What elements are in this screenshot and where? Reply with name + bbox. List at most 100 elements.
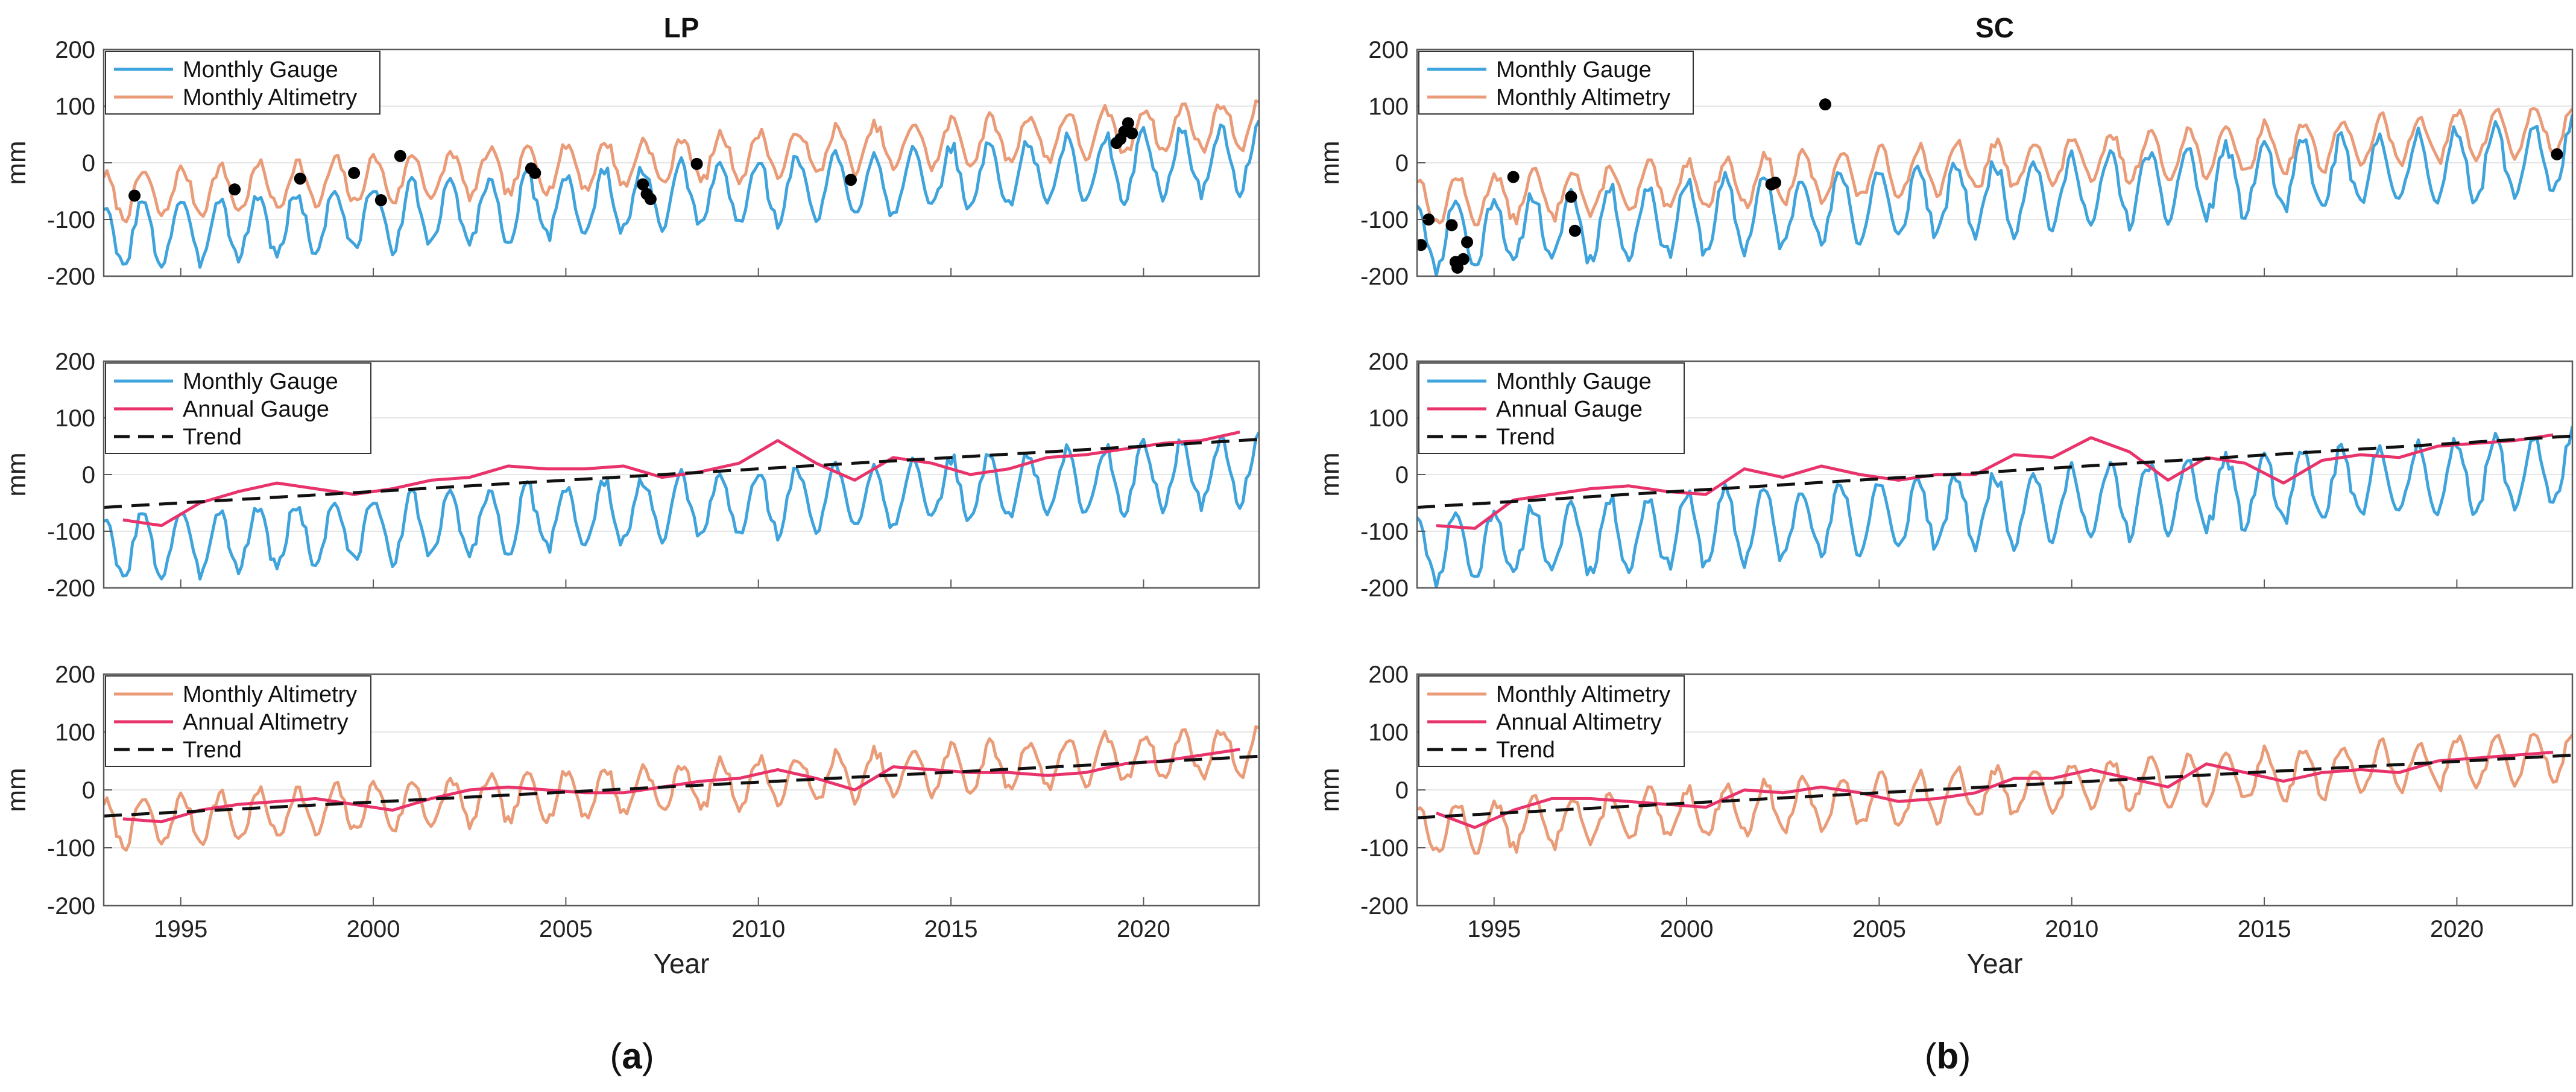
panel-b-label: (b) bbox=[1925, 1036, 1971, 1076]
series-annual-altimetry bbox=[1436, 751, 2554, 829]
y-tick-label: 200 bbox=[1368, 661, 1409, 688]
series-monthly-gauge bbox=[104, 431, 1259, 581]
legend-label: Monthly Gauge bbox=[183, 369, 338, 394]
x-axis-label: Year bbox=[1967, 948, 2023, 979]
legend-label: Annual Altimetry bbox=[183, 710, 349, 735]
chart-title: SC bbox=[1975, 12, 2014, 43]
data-point bbox=[348, 166, 361, 179]
chart-title: LP bbox=[664, 12, 699, 43]
series-monthly-altimetry bbox=[104, 725, 1259, 852]
legend-box bbox=[1418, 362, 1685, 454]
data-point bbox=[637, 178, 649, 191]
legend-label: Monthly Altimetry bbox=[1496, 682, 1670, 707]
y-tick-label: -100 bbox=[47, 207, 95, 233]
y-tick-label: 0 bbox=[82, 462, 95, 488]
y-tick-label: 0 bbox=[82, 150, 95, 177]
y-tick-label: -100 bbox=[47, 835, 95, 862]
x-tick-label: 1995 bbox=[154, 916, 207, 942]
legend-label: Monthly Gauge bbox=[1496, 369, 1652, 394]
y-tick-label: 100 bbox=[55, 405, 95, 432]
legend-box bbox=[105, 51, 380, 115]
data-point bbox=[1126, 127, 1138, 140]
data-point bbox=[1568, 224, 1581, 237]
series-monthly-altimetry bbox=[104, 99, 1259, 224]
plot-series bbox=[104, 99, 1259, 269]
y-tick-label: -100 bbox=[1360, 207, 1409, 233]
data-point bbox=[1417, 239, 1427, 251]
x-tick-label: 2000 bbox=[1660, 916, 1714, 942]
y-axis-label: mm bbox=[1315, 768, 1345, 812]
x-tick-label: 2010 bbox=[2045, 916, 2098, 942]
data-point bbox=[1565, 191, 1577, 203]
data-point bbox=[1445, 219, 1458, 232]
legend-box bbox=[1418, 51, 1694, 115]
y-tick-label: 0 bbox=[82, 777, 95, 804]
data-point bbox=[690, 157, 703, 170]
y-tick-label: 200 bbox=[55, 37, 95, 63]
y-tick-label: 100 bbox=[1368, 93, 1409, 120]
legend-label: Monthly Altimetry bbox=[183, 85, 357, 110]
legend-label: Monthly Gauge bbox=[183, 57, 338, 83]
legend-label: Annual Gauge bbox=[183, 397, 329, 422]
chart-LP-mid: -200 -100 0 100 200 mm Monthly Gauge Annual Gau… bbox=[2, 349, 1260, 602]
plot-series bbox=[1417, 426, 2572, 588]
y-tick-label: 0 bbox=[1395, 150, 1409, 177]
y-tick-label: -200 bbox=[1360, 575, 1409, 602]
legend-label: Monthly Altimetry bbox=[183, 682, 357, 707]
legend-label: Monthly Gauge bbox=[1496, 57, 1652, 83]
plot-series bbox=[1417, 98, 2572, 276]
x-tick-label: 2005 bbox=[1852, 916, 1906, 942]
data-point bbox=[374, 194, 387, 207]
chart-SC-top: -200 -100 0 100 200 mm SC Monthly GaugeMonthly … bbox=[1315, 12, 2574, 290]
series-monthly-altimetry bbox=[1417, 733, 2572, 855]
x-axis-label: Year bbox=[654, 948, 710, 979]
data-point bbox=[294, 172, 306, 185]
data-point bbox=[644, 193, 657, 206]
y-tick-label: 200 bbox=[55, 661, 95, 688]
y-tick-label: 100 bbox=[55, 93, 95, 120]
y-tick-label: 100 bbox=[1368, 405, 1409, 432]
legend-label: Trend bbox=[183, 424, 242, 450]
series-annual-gauge bbox=[122, 431, 1240, 528]
x-tick-label: 2000 bbox=[347, 916, 400, 942]
y-tick-label: 200 bbox=[55, 349, 95, 375]
y-tick-label: 200 bbox=[1368, 37, 1409, 63]
y-axis-label: mm bbox=[2, 768, 31, 812]
data-point bbox=[1122, 117, 1134, 130]
chart-SC-mid: -200 -100 0 100 200 mm Monthly Gauge Annual Gau… bbox=[1315, 349, 2574, 602]
y-tick-label: -100 bbox=[1360, 835, 1409, 862]
y-tick-label: 0 bbox=[1395, 777, 1409, 804]
y-tick-label: 0 bbox=[1395, 462, 1409, 488]
legend-label: Trend bbox=[1496, 424, 1555, 450]
y-tick-label: 100 bbox=[1368, 719, 1409, 746]
y-tick-label: -200 bbox=[47, 575, 95, 602]
y-tick-label: 200 bbox=[1368, 349, 1409, 375]
y-axis-label: mm bbox=[2, 452, 31, 496]
series-monthly-gauge bbox=[1417, 114, 2572, 276]
series-annual-gauge bbox=[1436, 433, 2554, 530]
plot-series bbox=[104, 431, 1259, 581]
series-monthly-altimetry bbox=[1417, 107, 2572, 227]
y-tick-label: -100 bbox=[1360, 519, 1409, 545]
y-tick-label: -200 bbox=[47, 264, 95, 290]
y-tick-label: -200 bbox=[1360, 893, 1409, 920]
data-point bbox=[845, 174, 857, 186]
data-point bbox=[1461, 236, 1474, 248]
data-point bbox=[394, 150, 406, 162]
chart-LP-bot: -200 -100 0 100 200 1995 2000 2005 2010 2015 2020 m… bbox=[2, 661, 1260, 979]
data-point bbox=[1819, 98, 1831, 111]
x-tick-label: 2015 bbox=[924, 916, 978, 942]
y-axis-label: mm bbox=[2, 140, 31, 185]
chart-SC-bot: -200 -100 0 100 200 1995 2000 2005 2010 2015 2020 m… bbox=[1315, 661, 2574, 979]
x-tick-label: 2020 bbox=[2430, 916, 2484, 942]
panel-a-label: (a) bbox=[610, 1036, 654, 1076]
legend-label: Annual Gauge bbox=[1496, 397, 1643, 422]
data-point bbox=[529, 166, 541, 179]
data-point bbox=[128, 189, 141, 202]
data-point bbox=[1422, 213, 1435, 226]
